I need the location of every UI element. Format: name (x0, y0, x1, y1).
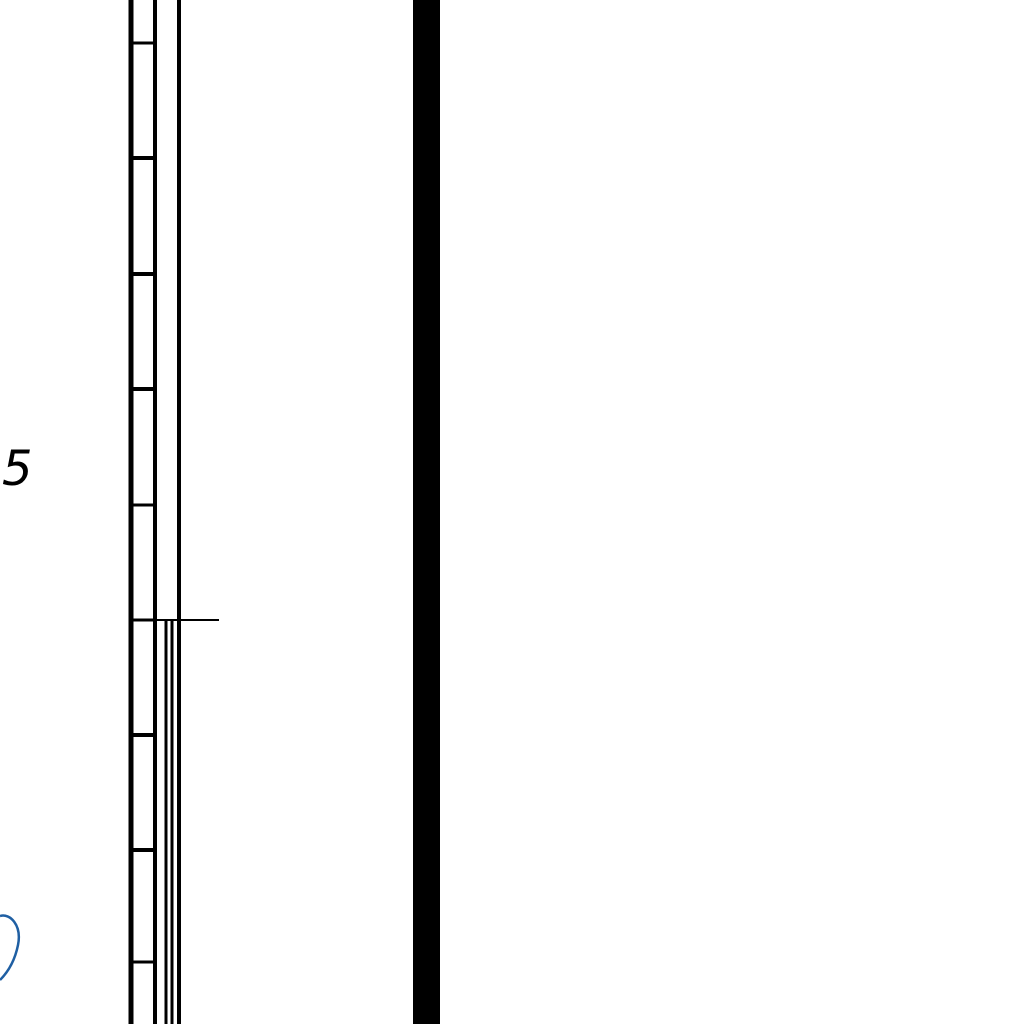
blue-curve-fragment (0, 914, 21, 981)
scale-label: 5 (2, 441, 33, 497)
thick-bar (413, 0, 440, 1024)
